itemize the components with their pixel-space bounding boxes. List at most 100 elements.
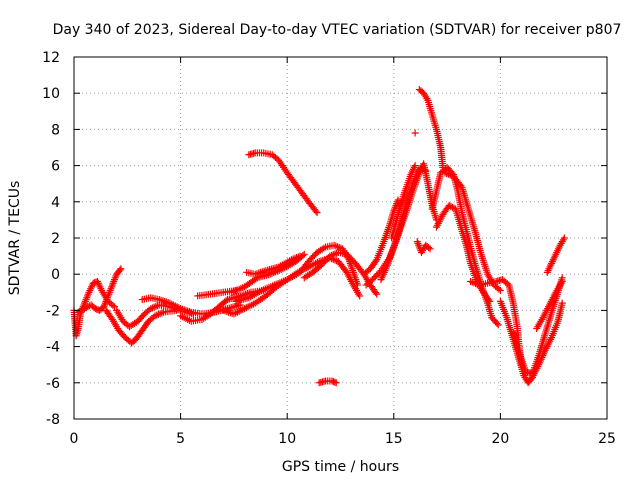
y-tick-label: 10 — [42, 86, 60, 102]
data-point — [558, 277, 566, 285]
series-arc-21 — [411, 129, 419, 137]
data-point — [156, 310, 164, 318]
data-point — [560, 234, 568, 242]
data-point — [320, 244, 328, 252]
data-point — [330, 241, 338, 249]
data-point — [326, 252, 334, 260]
y-tick-label: 8 — [51, 122, 60, 138]
data-point — [294, 253, 302, 261]
x-tick-label: 10 — [278, 431, 296, 447]
data-point — [312, 207, 320, 215]
series-arc-19 — [413, 238, 434, 256]
series-arc-28 — [533, 277, 566, 332]
data-point — [328, 251, 336, 259]
data-point — [313, 209, 321, 217]
data-point — [151, 312, 159, 320]
y-tick-label: 6 — [51, 159, 60, 175]
data-point — [441, 169, 449, 177]
x-axis-label: GPS time / hours — [282, 459, 399, 475]
data-point — [486, 297, 494, 305]
data-point — [329, 251, 337, 259]
data-point — [443, 170, 451, 178]
data-point — [485, 296, 493, 304]
data-point — [287, 256, 295, 264]
data-point — [296, 252, 304, 260]
data-point — [152, 302, 160, 310]
data-point — [373, 290, 381, 298]
data-point — [300, 250, 308, 258]
x-tick-label: 25 — [598, 431, 616, 447]
chart-title: Day 340 of 2023, Sidereal Day-to-day VTE… — [53, 22, 622, 38]
data-point — [493, 319, 501, 327]
series-arc-17 — [377, 160, 440, 284]
data-point — [457, 182, 465, 190]
y-tick-label: -2 — [46, 303, 60, 319]
data-point — [154, 310, 162, 318]
data-point — [411, 129, 419, 137]
data-point — [158, 309, 166, 317]
data-point — [289, 255, 297, 263]
data-point — [293, 254, 301, 262]
y-tick-label: 4 — [51, 195, 60, 211]
x-tick-label: 0 — [70, 431, 79, 447]
series-arc-3 — [102, 306, 180, 347]
data-point — [331, 256, 339, 264]
series-arc-2 — [74, 265, 125, 316]
y-tick-label: -6 — [46, 376, 60, 392]
data-point — [494, 321, 502, 329]
data-point — [334, 243, 342, 251]
data-layer — [70, 86, 568, 387]
y-tick-label: 0 — [51, 267, 60, 283]
data-point — [331, 250, 339, 258]
grid — [74, 57, 607, 419]
y-axis-label: SDTVAR / TECUs — [7, 181, 23, 296]
series-arc-24 — [441, 169, 504, 294]
series-arc-13 — [245, 149, 321, 217]
x-tick-label: 20 — [491, 431, 509, 447]
data-point — [109, 301, 117, 309]
data-point — [425, 244, 433, 252]
data-point — [444, 170, 452, 178]
data-point — [446, 171, 454, 179]
ticks — [73, 56, 608, 420]
tick-labels: 0 5 10 15 20 25 -8 -6 -4 -2 0 2 4 6 8 10 12 — [42, 50, 616, 447]
data-point — [153, 311, 161, 319]
data-point — [495, 285, 503, 293]
series-arc-15 — [360, 196, 402, 278]
data-point — [222, 297, 230, 305]
data-point — [356, 292, 364, 300]
y-tick-label: 2 — [51, 231, 60, 247]
data-point — [467, 277, 475, 285]
data-point — [354, 281, 362, 289]
y-tick-label: 12 — [42, 50, 60, 66]
series-arc-29 — [543, 234, 568, 276]
series-arc-20 — [415, 86, 447, 171]
data-point — [372, 257, 380, 265]
data-point — [472, 280, 480, 288]
data-point — [470, 279, 478, 287]
data-point — [372, 289, 380, 297]
x-tick-label: 5 — [176, 431, 185, 447]
data-point — [150, 303, 158, 311]
data-point — [117, 265, 125, 273]
data-point — [426, 245, 434, 253]
series-arc-14 — [315, 377, 340, 387]
x-tick-label: 15 — [385, 431, 403, 447]
data-point — [236, 301, 244, 309]
series-arc-11 — [243, 252, 304, 278]
data-point — [111, 303, 119, 311]
data-point — [116, 266, 124, 274]
data-point — [411, 162, 419, 170]
data-point — [291, 254, 299, 262]
y-tick-label: -8 — [46, 412, 60, 428]
y-tick-label: -4 — [46, 340, 60, 356]
data-point — [148, 304, 156, 312]
data-point — [335, 243, 343, 251]
data-point — [147, 305, 155, 313]
data-point — [468, 278, 476, 286]
data-point — [558, 299, 566, 307]
data-point — [496, 286, 504, 294]
data-point — [332, 242, 340, 250]
series-arc-18 — [388, 162, 419, 242]
